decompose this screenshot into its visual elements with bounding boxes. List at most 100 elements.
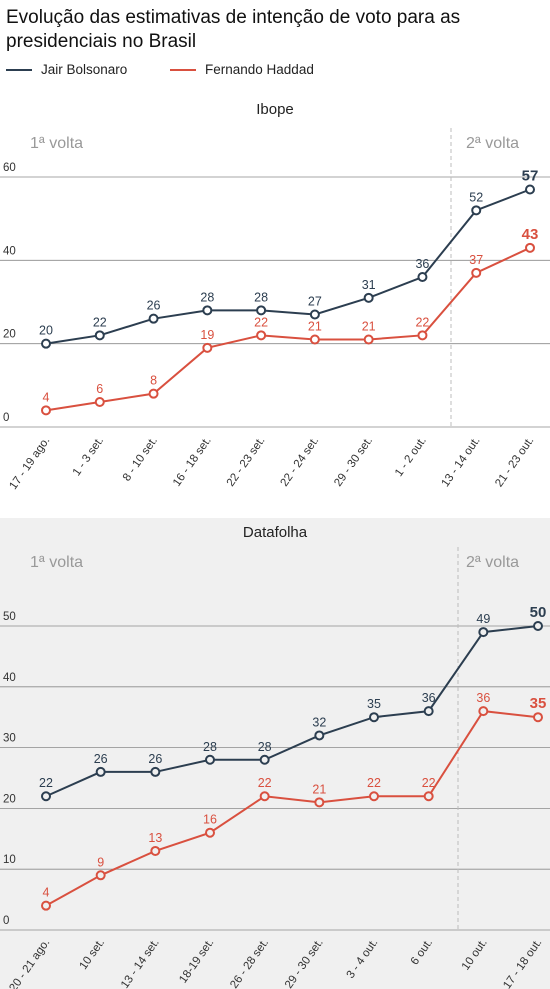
x-tick-label: 10 set.	[77, 937, 107, 972]
x-tick-label: 10 out.	[460, 937, 490, 973]
data-point-haddad	[148, 388, 159, 399]
data-point-haddad	[41, 900, 51, 911]
second-round-label: 2ª volta	[466, 135, 519, 152]
data-point-bolsonaro	[478, 627, 489, 638]
data-label-haddad: 21	[312, 782, 326, 796]
x-tick-label: 3 - 4 out.	[345, 937, 381, 981]
y-tick-label: 0	[3, 412, 9, 424]
x-tick-label: 6 out.	[409, 937, 435, 967]
y-tick-label: 60	[3, 162, 16, 174]
data-point-bolsonaro	[363, 292, 374, 303]
data-label-haddad: 22	[415, 315, 429, 329]
x-tick-label: 22 - 23 set.	[225, 435, 268, 489]
data-label-haddad: 4	[43, 886, 50, 900]
legend-item-bolsonaro: Jair Bolsonaro	[6, 62, 127, 77]
series-line-bolsonaro	[45, 625, 539, 798]
data-point-bolsonaro	[369, 712, 379, 723]
y-tick-label: 50	[3, 611, 16, 623]
data-point-bolsonaro	[150, 766, 161, 777]
data-point-haddad	[150, 845, 161, 856]
y-tick-label: 20	[3, 329, 16, 341]
data-point-bolsonaro	[259, 754, 270, 765]
x-tick-label: 17 - 19 ago.	[7, 435, 52, 492]
data-point-bolsonaro	[41, 338, 51, 349]
data-label-bolsonaro: 22	[39, 776, 53, 790]
data-label-haddad: 43	[522, 226, 539, 243]
data-point-bolsonaro	[525, 184, 535, 195]
data-point-bolsonaro	[314, 730, 325, 741]
data-point-bolsonaro	[471, 205, 482, 216]
chart-svg-ibope: Ibope 1ª volta 2ª volta 0 20 40 60 17 - 19 ago.…	[0, 101, 550, 492]
panel-title-datafolha: Datafolha	[243, 524, 308, 541]
x-tick-label: 18-19 set.	[177, 937, 216, 986]
data-label-bolsonaro: 26	[94, 752, 108, 766]
data-label-bolsonaro: 28	[203, 740, 217, 754]
x-tick-label: 29 - 30 set.	[283, 937, 326, 989]
y-tick-label: 30	[3, 733, 16, 745]
series-line-haddad	[45, 246, 531, 412]
data-point-bolsonaro	[94, 330, 105, 341]
y-tick-label: 20	[3, 793, 16, 805]
data-label-bolsonaro: 49	[476, 612, 490, 626]
data-label-bolsonaro: 57	[522, 168, 539, 185]
x-tick-label: 17 - 18 out.	[501, 937, 544, 989]
data-label-bolsonaro: 28	[254, 290, 268, 304]
data-label-haddad: 21	[362, 320, 376, 334]
data-label-haddad: 22	[258, 776, 272, 790]
data-point-haddad	[363, 334, 374, 345]
data-label-bolsonaro: 36	[415, 257, 429, 271]
data-point-haddad	[259, 791, 270, 802]
data-point-bolsonaro	[95, 766, 106, 777]
data-label-haddad: 16	[203, 813, 217, 827]
data-point-haddad	[41, 405, 51, 416]
data-label-bolsonaro: 26	[147, 299, 161, 313]
data-point-haddad	[478, 706, 489, 717]
series-line-bolsonaro	[45, 188, 531, 345]
data-point-haddad	[256, 330, 267, 341]
y-tick-label: 0	[3, 915, 9, 927]
x-tick-label: 13 - 14 out.	[439, 435, 482, 490]
data-point-haddad	[205, 827, 215, 838]
x-tick-label: 21 - 23 out.	[493, 435, 536, 490]
x-tick-label: 20 - 21 ago.	[7, 937, 52, 989]
chart-panel-datafolha: Datafolha 1ª volta 2ª volta 0 10 20 30 40 50 20 -…	[0, 518, 550, 989]
legend-label-bolsonaro: Jair Bolsonaro	[41, 62, 128, 77]
x-tick-label: 1 - 3 set.	[71, 435, 106, 479]
first-round-label: 1ª volta	[30, 135, 83, 152]
panel-title-ibope: Ibope	[256, 101, 294, 118]
data-point-haddad	[369, 791, 379, 802]
data-label-haddad: 19	[200, 328, 214, 342]
data-point-bolsonaro	[533, 621, 543, 631]
data-label-bolsonaro: 27	[308, 295, 322, 309]
legend: Jair Bolsonaro Fernando Haddad	[6, 62, 546, 82]
data-point-haddad	[94, 397, 105, 407]
data-label-haddad: 9	[97, 855, 104, 869]
data-label-bolsonaro: 31	[362, 278, 376, 292]
data-label-haddad: 8	[150, 374, 157, 388]
data-label-haddad: 21	[308, 320, 322, 334]
data-point-bolsonaro	[205, 754, 215, 765]
data-label-haddad: 37	[469, 253, 483, 267]
x-tick-label: 29 - 30 set.	[332, 435, 375, 489]
data-label-haddad: 13	[148, 831, 162, 845]
y-tick-label: 10	[3, 854, 16, 866]
data-point-haddad	[309, 334, 320, 345]
chart-panel-ibope: Ibope 1ª volta 2ª volta 0 20 40 60 17 - 19 ago.…	[0, 92, 550, 518]
data-label-haddad: 35	[530, 695, 547, 712]
y-tick-label: 40	[3, 245, 16, 257]
data-label-bolsonaro: 36	[422, 691, 436, 705]
x-tick-label: 13 - 14 set.	[119, 937, 162, 989]
x-tick-label: 1 - 2 out.	[393, 435, 429, 479]
chart-svg-datafolha: Datafolha 1ª volta 2ª volta 0 10 20 30 40 50 20 -…	[0, 524, 550, 989]
chart-title: Evolução das estimativas de intenção de …	[6, 7, 461, 52]
data-point-haddad	[95, 870, 106, 881]
legend-item-haddad: Fernando Haddad	[170, 62, 314, 77]
data-label-bolsonaro: 28	[200, 290, 214, 304]
data-point-bolsonaro	[202, 305, 213, 316]
legend-swatch-haddad	[170, 68, 196, 71]
data-point-bolsonaro	[423, 706, 434, 717]
data-point-bolsonaro	[148, 313, 159, 324]
data-label-bolsonaro: 50	[530, 604, 547, 621]
second-round-label: 2ª volta	[466, 554, 519, 571]
data-label-bolsonaro: 26	[148, 752, 162, 766]
